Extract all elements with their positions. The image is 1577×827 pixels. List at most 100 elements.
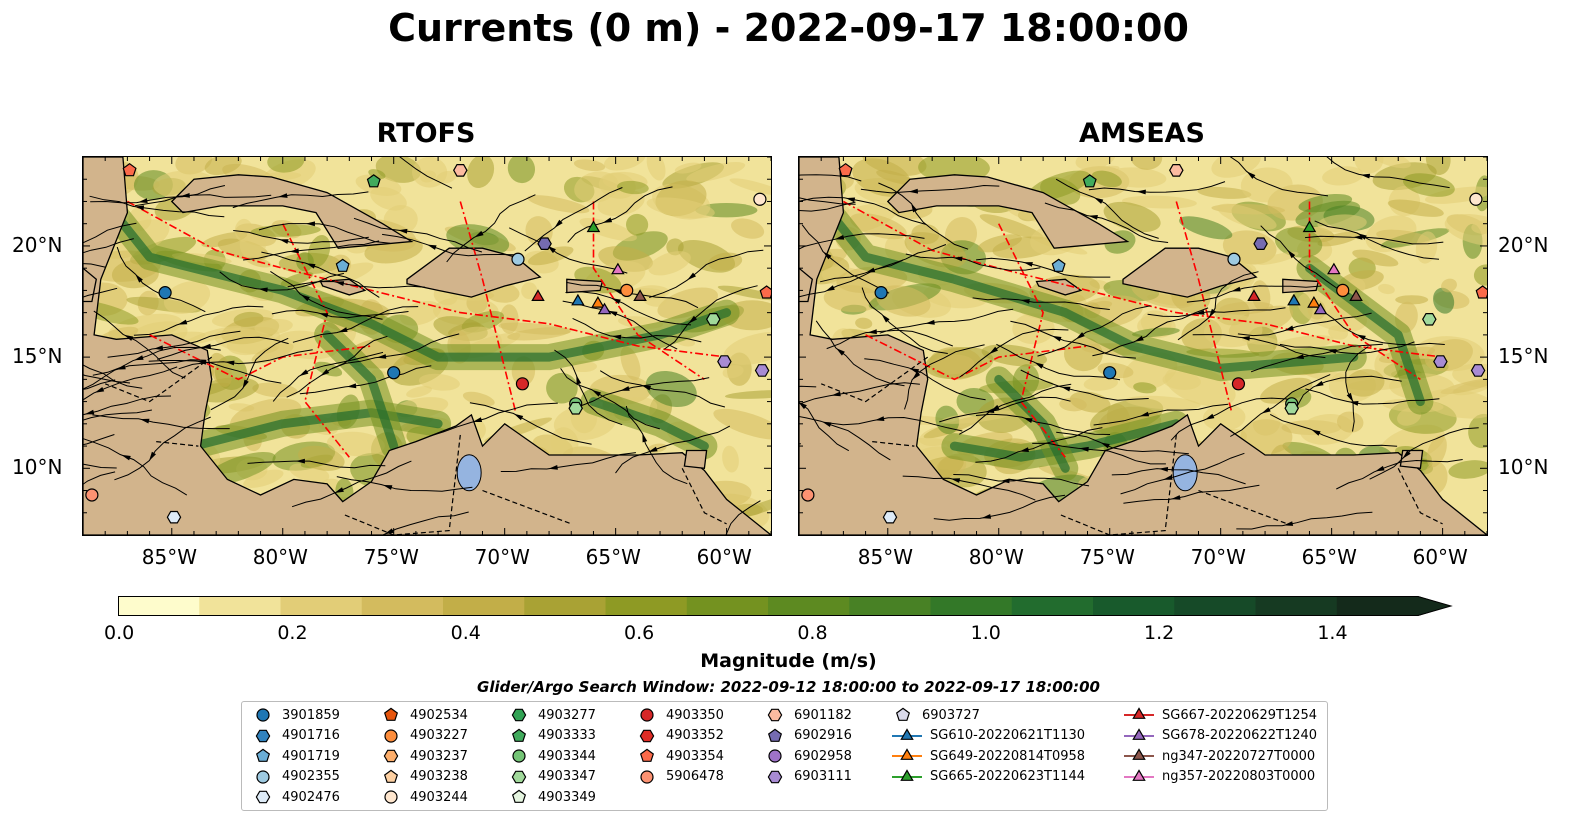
streamline xyxy=(801,224,890,294)
streamline-arrow xyxy=(153,345,164,351)
argo-float-marker xyxy=(568,401,583,415)
streamline-arrow xyxy=(1100,442,1110,449)
streamline-arrow xyxy=(576,374,582,385)
legend-label: SG649-20220814T0958 xyxy=(930,748,1086,764)
lon-tick-label: 65°W xyxy=(1301,545,1357,569)
argo-float-marker xyxy=(882,510,898,524)
lon-tick-label: 70°W xyxy=(474,545,530,569)
streamline xyxy=(1088,181,1226,193)
legend-item: 4901719 xyxy=(252,746,340,766)
glider-marker xyxy=(1327,262,1341,275)
colorbar-tick-label: 1.4 xyxy=(1317,622,1348,644)
legend-label: 4903354 xyxy=(666,748,724,764)
legend-item: 4901716 xyxy=(252,726,340,746)
lon-tick-label: 80°W xyxy=(968,545,1024,569)
colorbar-segment xyxy=(849,596,931,616)
streamline-arrow xyxy=(138,198,148,203)
streamline-arrow xyxy=(612,289,623,295)
streamline xyxy=(861,287,948,354)
streamline-arrow xyxy=(279,239,289,244)
legend-label: SG665-20220623T1144 xyxy=(930,769,1086,784)
streamline-arrow xyxy=(608,310,618,317)
streamline xyxy=(625,405,688,485)
streamline-arrow xyxy=(881,314,890,323)
streamline-arrow xyxy=(620,386,630,391)
lat-tick-label-right: 15°N xyxy=(1498,344,1549,369)
argo-float-marker xyxy=(85,488,99,502)
streamline-arrow xyxy=(1208,308,1216,318)
streamline xyxy=(469,402,592,445)
legend-marker xyxy=(640,708,654,722)
legend-label: 4902476 xyxy=(282,789,340,805)
streamline-arrow xyxy=(1314,380,1324,387)
streamline xyxy=(1323,311,1445,346)
axis-ticks xyxy=(83,157,771,535)
streamline xyxy=(953,474,1090,487)
streamline-arrow xyxy=(648,446,658,453)
streamline-arrow xyxy=(427,244,437,250)
argo-float-marker xyxy=(1051,258,1066,272)
colorbar-title: Magnitude (m/s) xyxy=(700,650,877,672)
streamline-arrow xyxy=(831,391,841,397)
streamline-arrow xyxy=(602,217,613,223)
argo-float-marker xyxy=(1253,237,1268,251)
circle-marker-icon xyxy=(640,769,654,784)
streamline xyxy=(93,310,186,379)
streamline xyxy=(566,281,699,309)
streamline-arrow xyxy=(398,228,408,234)
panel-title-rtofs: RTOFS xyxy=(376,118,476,149)
lon-tick-label: 85°W xyxy=(857,545,913,569)
map-panel-amseas[interactable] xyxy=(798,156,1488,536)
eez-boundary xyxy=(459,201,517,413)
lon-tick-label: 75°W xyxy=(1079,545,1135,569)
legend-label: SG667-20220629T1254 xyxy=(1162,707,1318,723)
streamline xyxy=(1192,334,1326,359)
streamline xyxy=(243,240,380,261)
eez-boundary xyxy=(281,223,350,458)
map-panel-rtofs[interactable] xyxy=(82,156,772,536)
streamline-arrow xyxy=(1287,249,1296,259)
streamline xyxy=(261,251,380,298)
lake-maracaibo xyxy=(1172,454,1198,492)
streamline xyxy=(219,271,345,291)
streamline-arrow xyxy=(201,343,211,349)
glider-marker xyxy=(611,262,625,275)
country-border xyxy=(872,441,915,447)
lat-tick-label-right: 20°N xyxy=(1498,232,1549,257)
colorbar-segment xyxy=(605,596,688,616)
streamline-arrow xyxy=(94,387,105,393)
legend-item: 4903244 xyxy=(380,787,468,807)
streamline xyxy=(353,217,483,253)
streamline-arrow xyxy=(140,418,150,424)
triangle-marker-icon xyxy=(1124,768,1154,781)
streamline-arrow xyxy=(1246,171,1256,179)
streamline-arrow xyxy=(1171,495,1181,500)
streamline xyxy=(210,337,289,411)
argo-float-marker xyxy=(706,313,721,326)
streamline xyxy=(1010,320,1136,359)
legend-label: SG678-20220622T1240 xyxy=(1162,728,1318,743)
land-masses xyxy=(799,157,1487,535)
streamline-arrow xyxy=(225,360,235,366)
streamline-arrow xyxy=(1139,411,1150,417)
streamline xyxy=(1170,397,1288,441)
legend-item: SG665-20220623T1144 xyxy=(892,767,1085,787)
legend-marker xyxy=(383,749,399,763)
streamline xyxy=(1336,459,1463,490)
triangle-marker-icon xyxy=(1124,707,1154,719)
streamline xyxy=(1147,307,1286,318)
streamline-arrow xyxy=(554,219,563,228)
argo-float-marker xyxy=(1433,355,1448,368)
legend-item: 6902958 xyxy=(764,746,852,766)
legend-item: 4903349 xyxy=(508,787,596,807)
streamline-arrow xyxy=(1034,362,1044,369)
colorbar-segment xyxy=(199,596,281,616)
streamline-arrow xyxy=(687,272,696,281)
streamline xyxy=(1111,468,1246,485)
streamline-arrow xyxy=(865,267,876,273)
streamline-arrow xyxy=(299,369,309,377)
streamline xyxy=(272,351,384,402)
legend-item: ng357-20220803T0000 xyxy=(1124,767,1315,787)
search-window-text: Glider/Argo Search Window: 2022-09-12 18… xyxy=(477,678,1100,696)
streamline xyxy=(83,263,106,268)
